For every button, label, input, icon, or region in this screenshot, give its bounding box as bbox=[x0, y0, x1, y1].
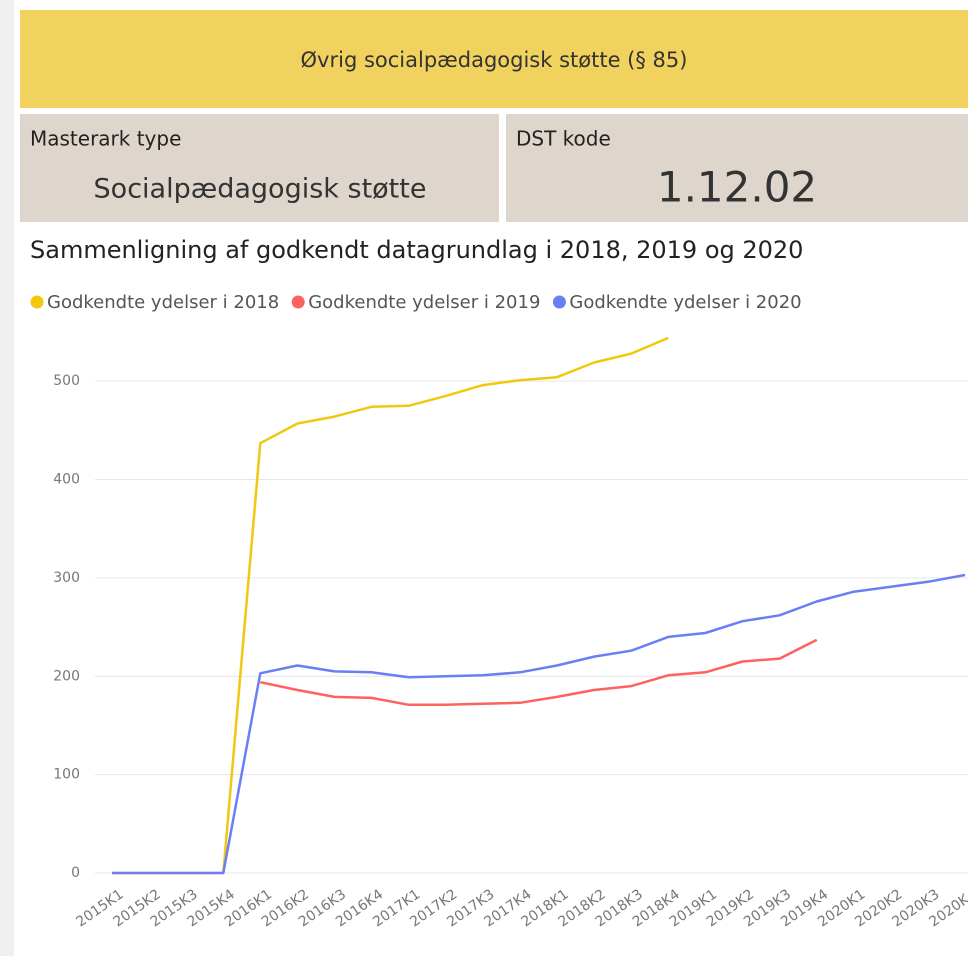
card-value: 1.12.02 bbox=[657, 163, 817, 212]
legend-label: Godkendte ydelser i 2020 bbox=[569, 292, 801, 313]
card-value: Socialpædagogisk støtte bbox=[94, 174, 427, 205]
header-band bbox=[20, 10, 968, 108]
y-tick-label: 200 bbox=[53, 668, 80, 684]
legend-marker bbox=[552, 295, 566, 309]
y-tick-label: 500 bbox=[53, 373, 80, 389]
y-tick-label: 0 bbox=[71, 865, 80, 881]
chart-title: Sammenligning af godkendt datagrundlag i… bbox=[30, 236, 803, 264]
card bbox=[506, 114, 968, 222]
legend-marker bbox=[291, 295, 305, 309]
legend-label: Godkendte ydelser i 2019 bbox=[308, 292, 540, 313]
header-title: Øvrig socialpædagogisk støtte (§ 85) bbox=[301, 48, 688, 72]
legend-label: Godkendte ydelser i 2018 bbox=[47, 292, 279, 313]
page-margin bbox=[0, 0, 14, 956]
series-line bbox=[260, 638, 818, 707]
y-tick-label: 100 bbox=[53, 767, 80, 783]
y-tick-label: 300 bbox=[53, 570, 80, 586]
card bbox=[20, 114, 499, 222]
card-label: Masterark type bbox=[30, 127, 181, 151]
y-tick-label: 400 bbox=[53, 472, 80, 488]
legend-marker bbox=[30, 295, 44, 309]
card-label: DST kode bbox=[516, 127, 611, 151]
series-line bbox=[112, 573, 966, 875]
